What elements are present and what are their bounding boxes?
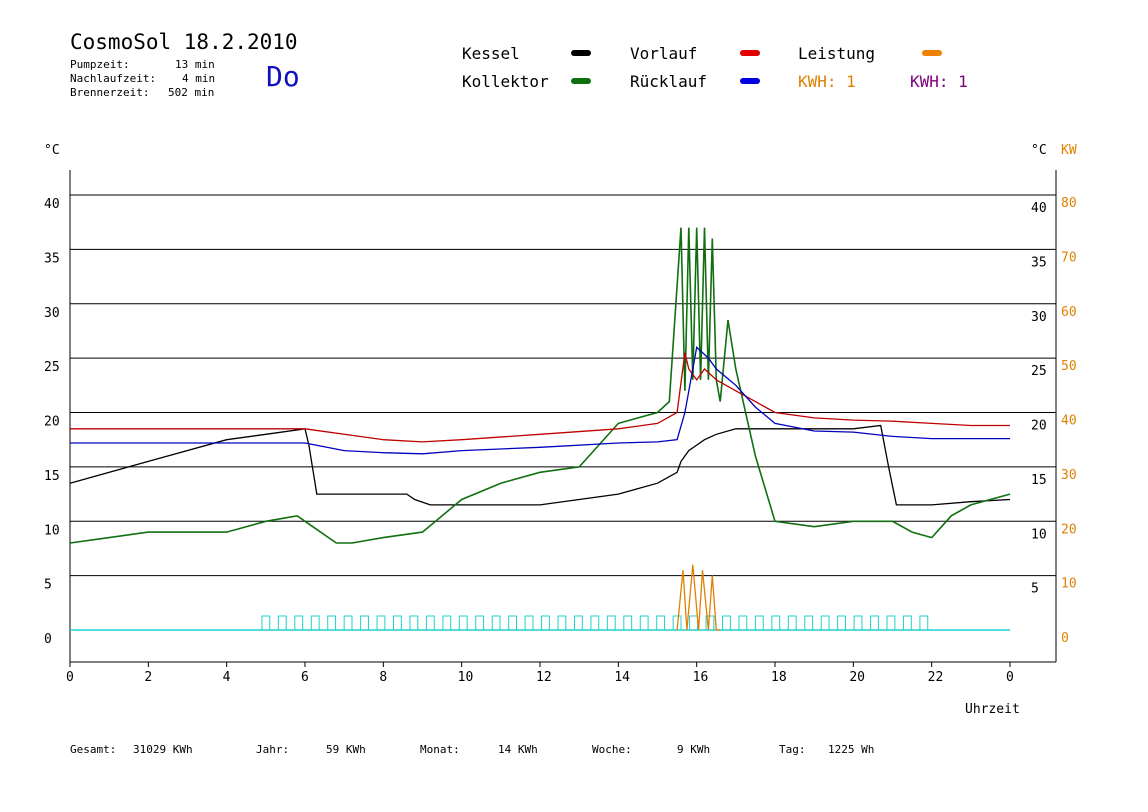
page-title: CosmoSol 18.2.2010 [70,30,298,54]
series-line-leistung [676,564,721,631]
y-axis-right-unit: °C [1031,143,1047,158]
legend-kwh-second: KWH: 1 [910,72,968,91]
y-tick-label-left: 20 [44,415,60,430]
x-axis-label: Uhrzeit [965,702,1020,717]
footer-jahr-value: 59 KWh [326,743,366,756]
y-tick-label-left: 15 [44,469,60,484]
footer-monat-value: 14 KWh [498,743,538,756]
y-tick-label-right: 20 [1031,419,1047,434]
series-line-kollektor [69,227,1011,544]
x-tick-label: 12 [536,670,552,685]
footer-monat-label: Monat: [420,743,460,756]
legend-leistung-label: Leistung [798,44,876,63]
y-tick-label-kw: 60 [1061,305,1077,320]
y-tick-label-kw: 50 [1061,359,1077,374]
x-tick-label: 22 [928,670,944,685]
pump-time-label: Pumpzeit: [70,58,130,71]
footer-jahr-label: Jahr: [256,743,290,756]
y-tick-label-right: 25 [1031,364,1047,379]
series-line-ruecklauf [70,346,1010,455]
legend-ruecklauf-label: Rücklauf [630,72,708,91]
y-tick-label-left: 30 [44,306,60,321]
x-tick-label: 20 [849,670,865,685]
legend-vorlauf-swatch [740,50,760,56]
footer-gesamt-label: Gesamt: [70,743,117,756]
y-tick-label-right: 5 [1031,582,1039,597]
nachlauf-time-label: Nachlaufzeit: [70,72,157,85]
x-tick-label: 0 [66,670,74,685]
legend-kessel-label: Kessel [462,44,520,63]
series-line-vorlauf [70,352,1010,443]
y-tick-label-kw: 40 [1061,414,1077,429]
y-tick-label-right: 40 [1031,201,1047,216]
x-tick-label: 8 [379,670,387,685]
legend-kwh-leistung: KWH: 1 [798,72,856,91]
y-tick-label-left: 0 [44,632,52,647]
y-tick-label-right: 15 [1031,473,1047,488]
y-tick-label-left: 25 [44,360,60,375]
y-axis-right-kw-unit: KW [1061,143,1077,158]
footer-tag-label: Tag: [779,743,806,756]
weekday-label: Do [266,60,300,93]
y-tick-label-right: 10 [1031,527,1047,542]
y-tick-label-kw: 10 [1061,577,1077,592]
x-tick-label: 18 [771,670,787,685]
x-tick-label: 2 [144,670,152,685]
x-tick-label: 6 [301,670,309,685]
brenner-time-label: Brennerzeit: [70,86,150,99]
y-tick-label-right: 30 [1031,310,1047,325]
y-tick-label-kw: 20 [1061,522,1077,537]
legend-vorlauf-label: Vorlauf [630,44,698,63]
footer-gesamt-value: 31029 KWh [133,743,193,756]
y-tick-label-kw: 0 [1061,631,1069,646]
y-tick-label-right: 35 [1031,255,1047,270]
footer-woche-value: 9 KWh [677,743,711,756]
legend-leistung-swatch [922,50,942,56]
legend-kollektor-swatch [571,78,591,84]
footer-tag-value: 1225 Wh [828,743,875,756]
y-tick-label-left: 35 [44,251,60,266]
x-tick-label: 14 [614,670,630,685]
x-tick-label: 16 [693,670,709,685]
footer-woche-label: Woche: [592,743,632,756]
y-tick-label-left: 40 [44,197,60,212]
y-tick-label-kw: 70 [1061,250,1077,265]
series-line-kessel [69,424,1011,506]
brenner-time-value: 502 min [168,86,215,99]
x-tick-label: 0 [1006,670,1014,685]
y-tick-label-kw: 30 [1061,468,1077,483]
legend-ruecklauf-swatch [740,78,760,84]
y-tick-label-left: 5 [44,578,52,593]
nachlauf-time-value: 4 min [182,72,216,85]
x-tick-label: 4 [223,670,231,685]
y-tick-label-kw: 80 [1061,196,1077,211]
pump-time-value: 13 min [175,58,215,71]
x-tick-label: 10 [458,670,474,685]
legend-kessel-swatch [571,50,591,56]
pump-pulses [261,615,929,630]
y-axis-left-unit: °C [44,143,60,158]
legend-kollektor-label: Kollektor [462,72,549,91]
y-tick-label-left: 10 [44,523,60,538]
